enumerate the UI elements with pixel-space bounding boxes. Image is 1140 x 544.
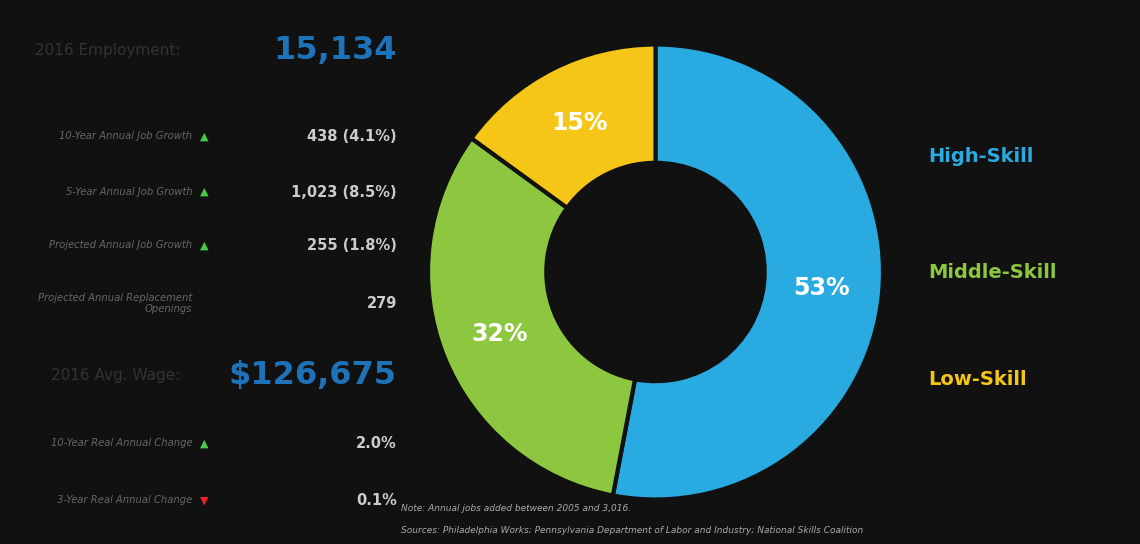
Text: 32%: 32%: [472, 322, 528, 345]
Text: 438 (4.1%): 438 (4.1%): [307, 129, 397, 144]
Text: 5-Year Annual Job Growth: 5-Year Annual Job Growth: [66, 187, 193, 197]
Text: Note: Annual jobs added between 2005 and 3,016.: Note: Annual jobs added between 2005 and…: [401, 504, 630, 513]
Text: ▲: ▲: [201, 131, 209, 141]
Text: High-Skill: High-Skill: [929, 147, 1034, 166]
Text: 279: 279: [366, 296, 397, 311]
Text: Middle-Skill: Middle-Skill: [929, 263, 1057, 281]
Text: Sources: Philadelphia Works; Pennsylvania Department of Labor and Industry; Nati: Sources: Philadelphia Works; Pennsylvani…: [401, 526, 863, 535]
Text: 10-Year Annual Job Growth: 10-Year Annual Job Growth: [59, 131, 193, 141]
Text: 2016 Avg. Wage:: 2016 Avg. Wage:: [51, 368, 180, 383]
Text: 0.1%: 0.1%: [356, 493, 397, 508]
Wedge shape: [428, 138, 635, 496]
Text: 15%: 15%: [552, 111, 608, 135]
Text: 1,023 (8.5%): 1,023 (8.5%): [291, 184, 397, 200]
Text: Projected Annual Replacement
Openings: Projected Annual Replacement Openings: [38, 293, 193, 314]
Text: 3-Year Real Annual Change: 3-Year Real Annual Change: [57, 496, 193, 505]
Wedge shape: [613, 45, 884, 499]
Text: $126,675: $126,675: [229, 360, 397, 391]
Text: 2016 Employment:: 2016 Employment:: [35, 43, 180, 58]
Text: ▼: ▼: [201, 496, 209, 505]
Text: ▲: ▲: [201, 438, 209, 448]
Text: 53%: 53%: [793, 276, 850, 300]
Text: 15,134: 15,134: [274, 35, 397, 66]
Text: Projected Annual Job Growth: Projected Annual Job Growth: [49, 240, 193, 250]
Text: ▲: ▲: [201, 187, 209, 197]
Text: ▲: ▲: [201, 240, 209, 250]
Text: 10-Year Real Annual Change: 10-Year Real Annual Change: [50, 438, 193, 448]
Text: Low-Skill: Low-Skill: [929, 370, 1027, 389]
Text: 2.0%: 2.0%: [356, 436, 397, 451]
Text: 255 (1.8%): 255 (1.8%): [307, 238, 397, 253]
Wedge shape: [472, 45, 656, 208]
